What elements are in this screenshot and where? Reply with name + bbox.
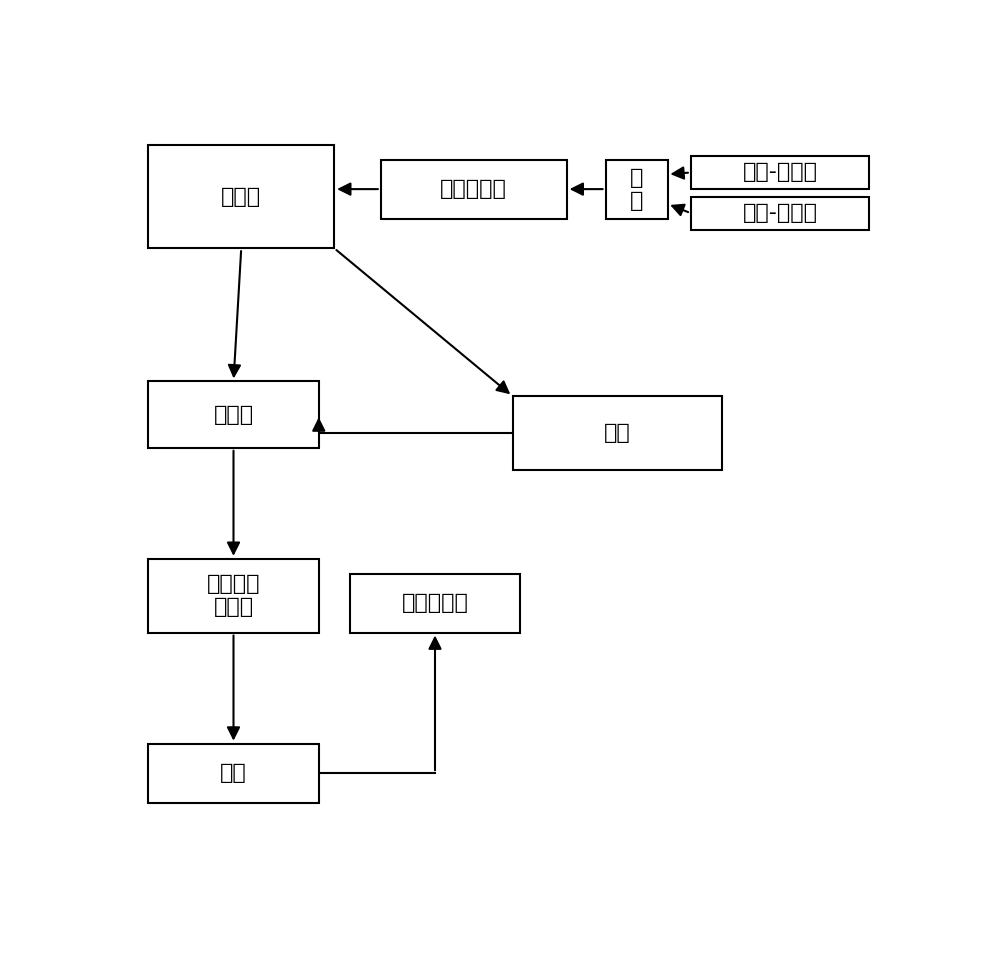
Text: 试件: 试件 [220, 763, 247, 783]
Bar [691, 156, 869, 189]
Bar [148, 743, 319, 803]
Text: 高频感应
加热器: 高频感应 加热器 [207, 574, 260, 617]
Text: 气泵: 气泵 [604, 423, 631, 444]
Text: 入射-应变片: 入射-应变片 [742, 162, 817, 182]
Bar [512, 396, 722, 470]
Text: 计算机: 计算机 [221, 186, 261, 206]
Bar [148, 381, 319, 447]
Bar [381, 159, 567, 219]
Bar [691, 197, 869, 229]
Text: 电
桥: 电 桥 [630, 167, 643, 211]
Text: 信号放大器: 信号放大器 [440, 180, 507, 199]
Text: 温控器: 温控器 [213, 404, 254, 424]
Text: 透射-应变片: 透射-应变片 [742, 204, 817, 223]
Bar [350, 573, 520, 633]
Text: 红外监测仪: 红外监测仪 [402, 593, 468, 613]
Bar [148, 145, 334, 249]
Bar [606, 159, 668, 219]
Bar [148, 559, 319, 633]
